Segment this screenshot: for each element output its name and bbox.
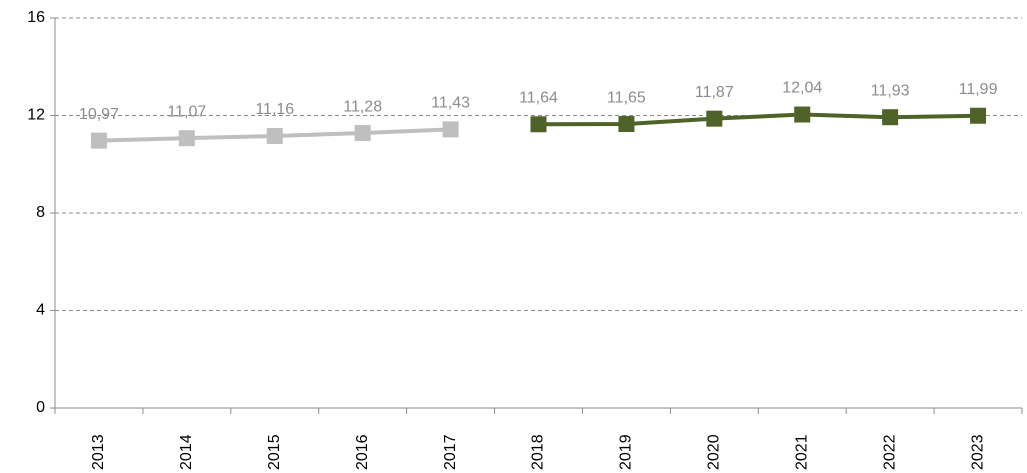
- marker: [530, 116, 547, 133]
- x-tick-label: 2016: [354, 434, 371, 470]
- series-line: [538, 112, 979, 127]
- x-tick-label: 2022: [881, 434, 898, 470]
- marker: [706, 110, 723, 127]
- value-label: 11,87: [695, 84, 734, 101]
- value-label: 12,04: [782, 80, 822, 97]
- x-tick-label: 2019: [618, 434, 635, 470]
- value-label: 11,16: [255, 101, 294, 118]
- y-tick-label: 0: [36, 399, 45, 416]
- marker: [266, 127, 283, 144]
- marker: [970, 107, 987, 124]
- y-tick-label: 4: [36, 302, 45, 319]
- x-tick-label: 2023: [969, 434, 986, 470]
- y-tick-label: 16: [27, 9, 45, 26]
- value-label: 11,43: [431, 95, 470, 112]
- x-tick-label: 2020: [706, 434, 723, 470]
- value-label: 11,93: [871, 82, 910, 99]
- x-tick-label: 2015: [266, 434, 283, 470]
- marker: [618, 116, 635, 133]
- marker: [442, 121, 459, 138]
- value-label: 11,64: [519, 89, 558, 106]
- value-label: 11,65: [607, 89, 646, 106]
- marker: [794, 106, 811, 123]
- value-label: 11,28: [343, 98, 382, 115]
- marker: [354, 125, 371, 142]
- x-tick-label: 2013: [90, 434, 107, 470]
- value-label: 11,99: [959, 81, 998, 98]
- value-label: 11,07: [167, 103, 206, 120]
- x-tick-label: 2018: [530, 434, 547, 470]
- y-tick-label: 12: [27, 107, 45, 124]
- x-tick-label: 2014: [178, 434, 195, 470]
- value-label: 10,97: [79, 106, 119, 123]
- y-tick-label: 8: [36, 204, 45, 221]
- marker: [178, 130, 195, 147]
- x-tick-label: 2021: [793, 434, 810, 470]
- x-tick-label: 2017: [442, 434, 459, 470]
- marker: [882, 109, 899, 126]
- marker: [90, 132, 107, 149]
